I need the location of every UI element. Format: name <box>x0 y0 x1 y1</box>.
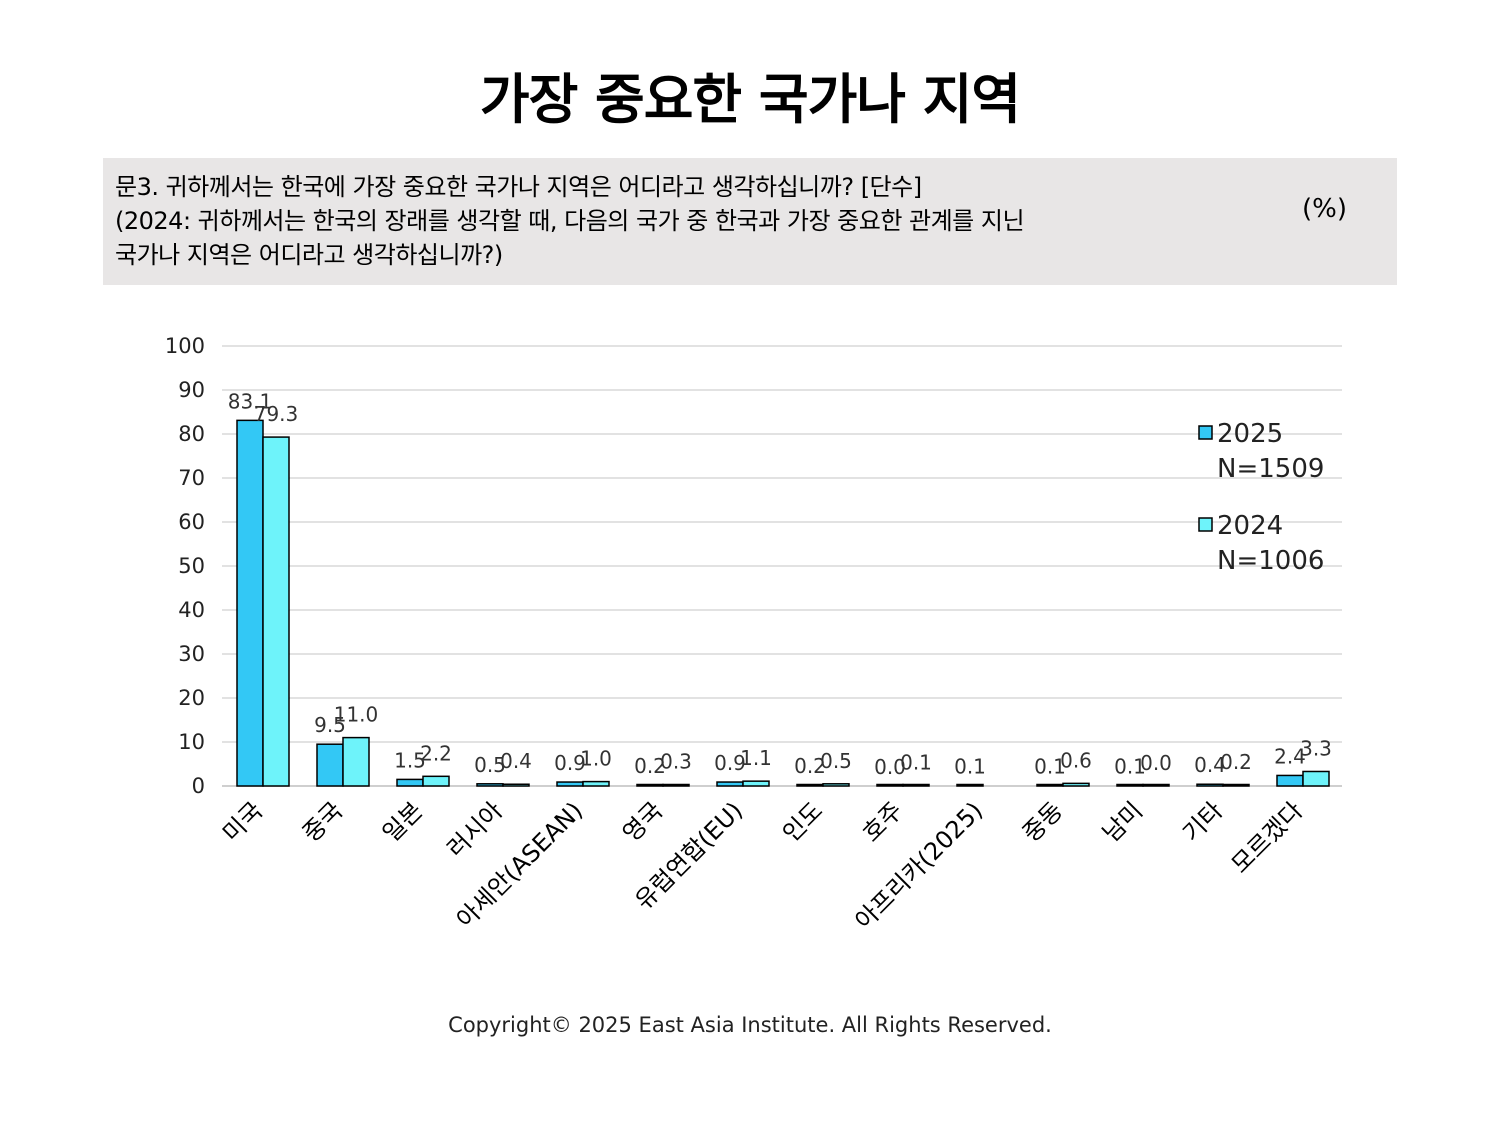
bar-2025 <box>396 778 424 787</box>
category-label: 일본 <box>377 796 428 847</box>
legend-swatch-2024 <box>1198 517 1213 532</box>
data-label: 0.0 <box>1140 751 1172 775</box>
bar-2025 <box>1036 783 1064 787</box>
legend-label: 2024 <box>1217 511 1283 541</box>
bar-2024 <box>1062 782 1090 787</box>
data-label: 9.5 <box>314 713 346 737</box>
chart-title: 가장 중요한 국가나 지역 <box>479 68 1021 131</box>
y-tick-label: 100 <box>165 334 205 358</box>
y-tick-label: 70 <box>178 466 205 490</box>
data-label: 0.1 <box>900 751 932 775</box>
unit-label: (%) <box>1302 194 1347 224</box>
bar-2024 <box>1142 783 1170 787</box>
data-label: 0.4 <box>1194 753 1226 777</box>
legend-sample-size: N=1006 <box>1217 546 1324 576</box>
data-label: 0.2 <box>794 754 826 778</box>
data-label: 0.2 <box>1220 750 1252 774</box>
copyright-footer: Copyright© 2025 East Asia Institute. All… <box>448 1013 1052 1037</box>
category-label: 기타 <box>1177 796 1228 847</box>
question-box: 문3. 귀하께서는 한국에 가장 중요한 국가나 지역은 어디라고 생각하십니까… <box>103 158 1397 285</box>
data-label: 0.9 <box>714 751 746 775</box>
y-axis-ticks: 0 10 20 30 40 50 60 70 80 90 100 <box>165 334 205 798</box>
legend: 2025 N=1509 2024 N=1006 <box>1198 419 1324 576</box>
data-labels: 83.179.39.511.01.52.2 0.50.4 0.91.0 0.20.3 0… <box>228 389 1332 779</box>
data-label: 2.4 <box>1274 744 1306 768</box>
y-tick-label: 20 <box>178 686 205 710</box>
bar-2025 <box>716 781 744 787</box>
bar-2024 <box>502 783 530 787</box>
category-label: 미국 <box>217 796 268 847</box>
category-label: 호주 <box>857 796 908 847</box>
bar-2024 <box>582 780 610 787</box>
data-label: 83.1 <box>228 389 273 413</box>
bar-2025 <box>956 783 984 787</box>
data-label: 0.1 <box>954 755 986 779</box>
bar-2024 <box>262 436 290 787</box>
data-label: 0.1 <box>1114 755 1146 779</box>
category-label: 영국 <box>617 796 668 847</box>
bar-2024 <box>422 775 450 787</box>
bar-2024 <box>822 783 850 787</box>
question-text: 문3. 귀하께서는 한국에 가장 중요한 국가나 지역은 어디라고 생각하십니까… <box>115 170 1235 272</box>
question-line-2: (2024: 귀하께서는 한국의 장래를 생각할 때, 다음의 국가 중 한국과… <box>115 207 1025 235</box>
bar-2024 <box>742 780 770 787</box>
y-tick-label: 90 <box>178 378 205 402</box>
category-label: 중국 <box>297 796 348 847</box>
bar-2025 <box>556 781 584 787</box>
category-label: 남미 <box>1097 796 1148 847</box>
bar-2025 <box>876 783 904 787</box>
data-label: 11.0 <box>334 703 379 727</box>
question-line-1: 문3. 귀하께서는 한국에 가장 중요한 국가나 지역은 어디라고 생각하십니까… <box>115 173 922 201</box>
bars <box>236 419 1330 787</box>
data-label: 0.0 <box>874 755 906 779</box>
data-label: 0.5 <box>474 753 506 777</box>
legend-label: 2025 <box>1217 419 1283 449</box>
data-label: 1.0 <box>580 747 612 771</box>
data-label: 1.5 <box>394 748 426 772</box>
y-tick-label: 60 <box>178 510 205 534</box>
y-tick-label: 50 <box>178 554 205 578</box>
bar-2025 <box>236 419 264 787</box>
data-label: 79.3 <box>254 402 299 426</box>
data-label: 2.2 <box>420 741 452 765</box>
data-label: 0.4 <box>500 749 532 773</box>
category-label: 중동 <box>1017 796 1068 847</box>
bar-2025 <box>1116 783 1144 787</box>
bar-2024 <box>902 783 930 787</box>
y-tick-label: 40 <box>178 598 205 622</box>
y-tick-label: 80 <box>178 422 205 446</box>
data-label: 0.2 <box>634 754 666 778</box>
y-tick-label: 10 <box>178 730 205 754</box>
data-label: 0.9 <box>554 751 586 775</box>
bar-2024 <box>1222 783 1250 787</box>
bar-2025 <box>636 783 664 787</box>
data-label: 0.6 <box>1060 748 1092 772</box>
bar-2025 <box>476 783 504 787</box>
data-label: 1.1 <box>740 746 772 770</box>
y-tick-label: 30 <box>178 642 205 666</box>
bar-2025 <box>316 743 344 787</box>
bar-2025 <box>796 783 824 787</box>
bar-chart: 0 10 20 30 40 50 60 70 80 90 100 83.179.3 9.511.0 1.… <box>165 334 1342 935</box>
category-label: 모르겠다 <box>1226 796 1308 878</box>
y-tick-label: 0 <box>192 774 205 798</box>
category-label: 러시아 <box>442 796 509 863</box>
bar-2024 <box>342 736 370 787</box>
data-label: 0.5 <box>820 749 852 773</box>
question-line-3: 국가나 지역은 어디라고 생각하십니까?) <box>115 241 503 269</box>
legend-swatch-2025 <box>1198 425 1213 440</box>
data-label: 0.3 <box>660 750 692 774</box>
legend-sample-size: N=1509 <box>1217 454 1324 484</box>
category-label: 인도 <box>777 796 828 847</box>
bar-2024 <box>662 783 690 787</box>
data-label: 0.1 <box>1034 755 1066 779</box>
grid-lines <box>222 345 1342 787</box>
bar-2024 <box>1302 770 1330 787</box>
bar-2025 <box>1196 783 1224 787</box>
data-label: 3.3 <box>1300 736 1332 760</box>
bar-2025 <box>1276 774 1304 787</box>
